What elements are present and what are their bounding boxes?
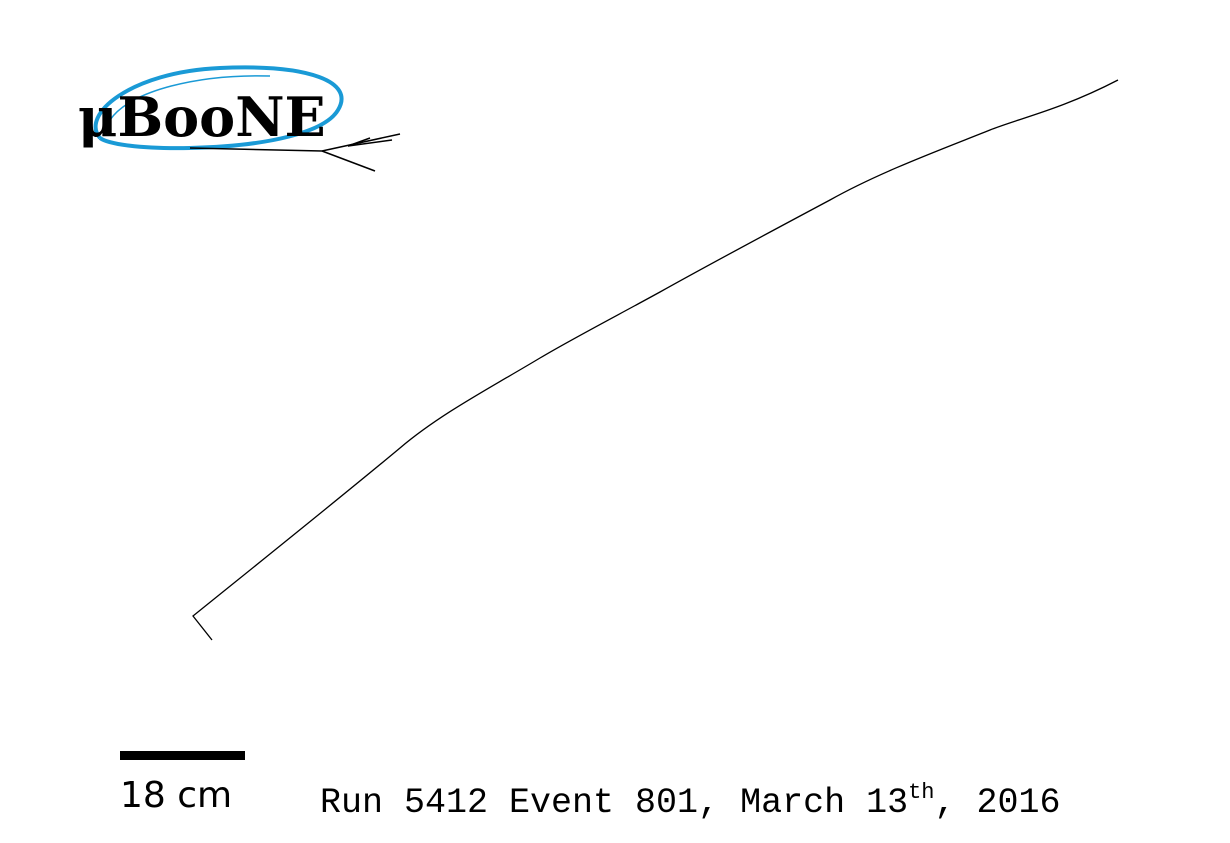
logo-line-branch-4 [347, 137, 371, 147]
logo-line-branch-1 [321, 133, 401, 152]
microboone-logo: μBooNE [78, 65, 401, 172]
scale-bar [120, 751, 245, 760]
logo-line-branch-3 [347, 139, 393, 147]
particle-track [192, 79, 1119, 641]
logo-line-main [189, 147, 323, 152]
logo-text: μBooNE [78, 85, 326, 149]
logo-swoosh [93, 65, 344, 151]
caption-prefix: Run 5412 Event 801, March 13 [320, 783, 909, 823]
scale-label: 18 cm [120, 775, 233, 816]
caption-suffix: , 2016 [934, 783, 1061, 823]
logo-line-branch-2 [321, 150, 376, 172]
caption-superscript: th [908, 780, 935, 805]
logo-swoosh-inner [109, 75, 271, 121]
event-caption: Run 5412 Event 801, March 13th, 2016 [320, 782, 1061, 823]
